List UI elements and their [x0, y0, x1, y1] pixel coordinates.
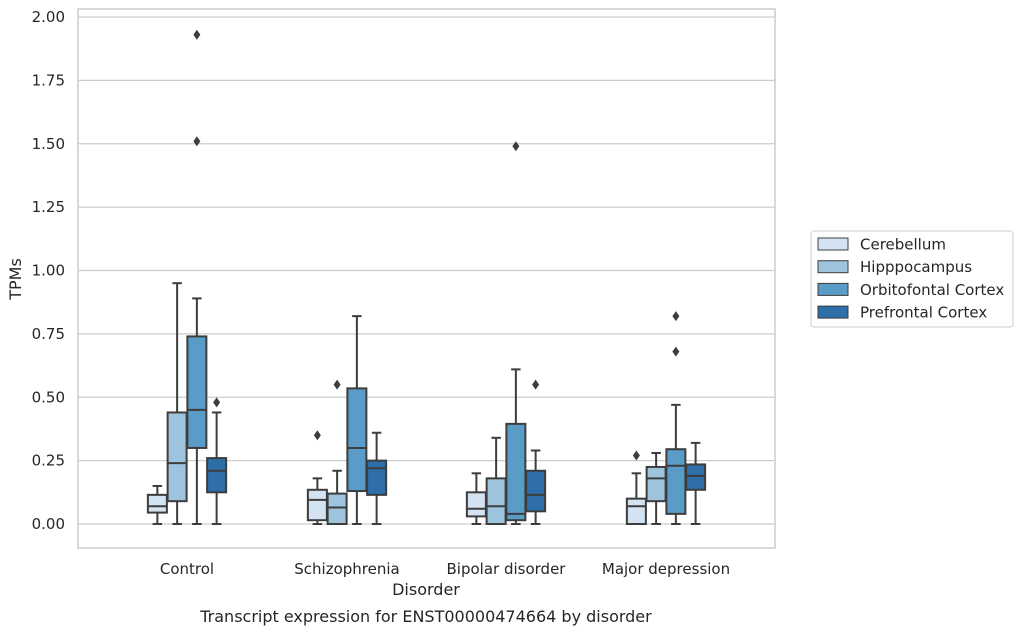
- legend-frame: [810, 230, 1014, 328]
- box-cerebellum-1: [306, 430, 328, 525]
- y-tick-label: 0.25: [32, 452, 65, 470]
- box-prefrontal-cortex-0: [206, 397, 228, 525]
- box-hipppocampus-0: [166, 282, 188, 525]
- box-body: [306, 488, 328, 522]
- box-orbitofontal-cortex-3: [665, 311, 687, 525]
- box-orbitofontal-cortex-1: [346, 315, 368, 525]
- box-cerebellum-2: [465, 472, 487, 525]
- plot-frame: [77, 8, 776, 549]
- box-cerebellum-0: [146, 484, 168, 525]
- box-body: [346, 387, 368, 493]
- legend-swatch: [817, 237, 849, 251]
- box-body: [685, 463, 707, 491]
- box-prefrontal-cortex-2: [525, 379, 547, 525]
- y-tick-label: 0.75: [32, 325, 65, 343]
- outlier-point: [313, 430, 321, 441]
- outlier-point: [632, 450, 640, 461]
- outlier-point: [672, 346, 680, 357]
- outlier-point: [532, 379, 540, 390]
- y-axis-title: TPMs: [6, 258, 25, 301]
- outlier-point: [672, 311, 680, 322]
- box-body: [366, 459, 388, 496]
- outlier-point: [193, 29, 201, 40]
- legend-label: Prefrontal Cortex: [860, 304, 987, 322]
- plot-marks: [146, 29, 707, 525]
- box-orbitofontal-cortex-2: [505, 141, 527, 525]
- legend-label: Hipppocampus: [860, 258, 972, 276]
- box-hipppocampus-2: [485, 436, 507, 525]
- box-body: [525, 469, 547, 513]
- legend-swatch: [817, 305, 849, 319]
- box-body: [625, 497, 647, 525]
- legend-swatch: [817, 282, 849, 296]
- legend: Cerebellum Hipppocampus Orbitofontal Corte…: [810, 230, 1014, 328]
- box-body: [206, 457, 228, 494]
- x-tick-labels: Control Schizophrenia Bipolar disorder Majo…: [160, 560, 730, 578]
- box-body: [465, 491, 487, 518]
- y-tick-label: 0.00: [32, 515, 65, 533]
- box-cerebellum-3: [625, 450, 647, 525]
- x-tick-label: Control: [160, 560, 214, 578]
- outlier-point: [193, 136, 201, 147]
- legend-swatch: [817, 260, 849, 274]
- box-hipppocampus-1: [326, 379, 348, 525]
- box-body: [505, 422, 527, 522]
- x-axis-title: Disorder: [392, 580, 460, 599]
- outlier-point: [333, 379, 341, 390]
- box-prefrontal-cortex-1: [366, 431, 388, 525]
- box-body: [146, 493, 168, 514]
- legend-label: Orbitofontal Cortex: [860, 281, 1004, 299]
- y-tick-label: 0.50: [32, 388, 65, 406]
- y-tick-label: 2.00: [32, 8, 65, 26]
- y-tick-labels: 0.00 0.25 0.50 0.75 1.00 1.25 1.50 1.75 2.00: [32, 8, 65, 533]
- outlier-point: [512, 141, 520, 152]
- box-body: [485, 477, 507, 525]
- box-body: [645, 465, 667, 503]
- x-tick-label: Major depression: [602, 560, 730, 578]
- box-prefrontal-cortex-3: [685, 441, 707, 525]
- x-tick-label: Bipolar disorder: [447, 560, 567, 578]
- box-orbitofontal-cortex-0: [186, 29, 208, 525]
- box-body: [326, 492, 348, 525]
- y-tick-label: 1.00: [32, 262, 65, 280]
- chart-caption: Transcript expression for ENST0000047466…: [199, 607, 652, 626]
- y-tick-label: 1.50: [32, 135, 65, 153]
- y-tick-label: 1.75: [32, 71, 65, 89]
- y-tick-label: 1.25: [32, 198, 65, 216]
- box-body: [186, 335, 208, 449]
- x-tick-label: Schizophrenia: [294, 560, 399, 578]
- box-hipppocampus-3: [645, 452, 667, 525]
- legend-label: Cerebellum: [860, 236, 946, 254]
- box-body: [665, 448, 687, 515]
- outlier-point: [213, 397, 221, 408]
- box-body: [166, 411, 188, 503]
